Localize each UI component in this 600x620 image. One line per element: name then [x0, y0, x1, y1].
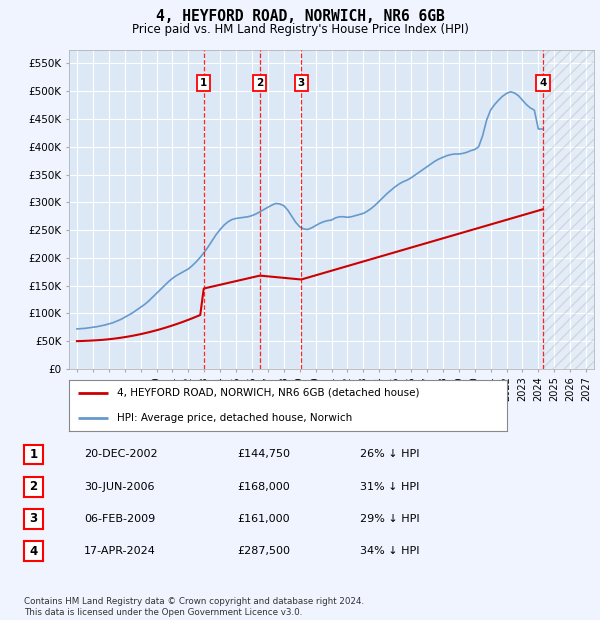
Text: 31% ↓ HPI: 31% ↓ HPI — [360, 482, 419, 492]
Text: Price paid vs. HM Land Registry's House Price Index (HPI): Price paid vs. HM Land Registry's House … — [131, 23, 469, 36]
Text: 3: 3 — [29, 513, 38, 525]
Text: 2: 2 — [256, 78, 263, 88]
Text: 4: 4 — [539, 78, 547, 88]
Text: 30-JUN-2006: 30-JUN-2006 — [84, 482, 155, 492]
Text: 20-DEC-2002: 20-DEC-2002 — [84, 450, 158, 459]
Text: 29% ↓ HPI: 29% ↓ HPI — [360, 514, 419, 524]
Text: 34% ↓ HPI: 34% ↓ HPI — [360, 546, 419, 556]
Text: £168,000: £168,000 — [237, 482, 290, 492]
Text: 06-FEB-2009: 06-FEB-2009 — [84, 514, 155, 524]
Bar — [543, 50, 594, 369]
Text: £287,500: £287,500 — [237, 546, 290, 556]
Text: Contains HM Land Registry data © Crown copyright and database right 2024.
This d: Contains HM Land Registry data © Crown c… — [24, 598, 364, 617]
Text: 1: 1 — [200, 78, 208, 88]
Text: 1: 1 — [29, 448, 38, 461]
Text: HPI: Average price, detached house, Norwich: HPI: Average price, detached house, Norw… — [117, 413, 352, 423]
Text: £144,750: £144,750 — [237, 450, 290, 459]
Text: 17-APR-2024: 17-APR-2024 — [84, 546, 156, 556]
Text: £161,000: £161,000 — [237, 514, 290, 524]
Text: 2: 2 — [29, 480, 38, 493]
Text: 4, HEYFORD ROAD, NORWICH, NR6 6GB (detached house): 4, HEYFORD ROAD, NORWICH, NR6 6GB (detac… — [117, 388, 419, 398]
Text: 4: 4 — [29, 545, 38, 557]
Text: 4, HEYFORD ROAD, NORWICH, NR6 6GB: 4, HEYFORD ROAD, NORWICH, NR6 6GB — [155, 9, 445, 24]
Text: 3: 3 — [298, 78, 305, 88]
Text: 26% ↓ HPI: 26% ↓ HPI — [360, 450, 419, 459]
